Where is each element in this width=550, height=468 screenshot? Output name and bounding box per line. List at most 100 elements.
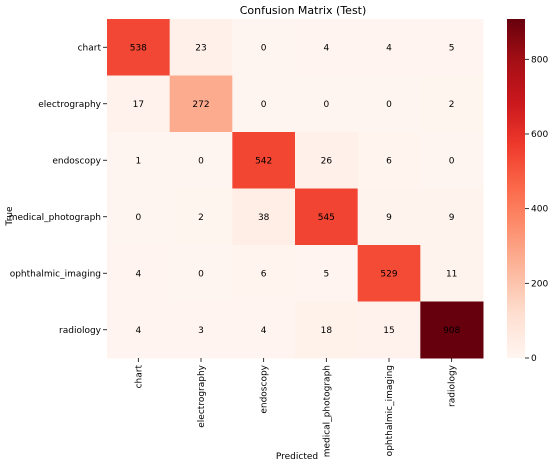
cell-4-5 <box>420 245 484 302</box>
cell-5-1 <box>169 301 233 359</box>
cell-4-4 <box>357 245 421 302</box>
cell-value-3-2: 38 <box>258 213 270 223</box>
cell-value-2-1: 0 <box>198 156 204 166</box>
cell-4-1 <box>169 245 233 302</box>
cell-value-0-0: 538 <box>130 43 147 53</box>
col-label-5: radiology <box>448 364 458 407</box>
cell-value-2-5: 0 <box>449 156 455 166</box>
cell-value-0-4: 4 <box>386 43 392 53</box>
cell-value-3-3: 545 <box>318 213 335 223</box>
cell-value-3-5: 9 <box>449 213 455 223</box>
row-label-5: radiology <box>59 326 102 336</box>
cell-value-1-1: 272 <box>192 100 209 110</box>
cell-0-3 <box>295 19 359 76</box>
column-tick-labels: chart electrography endoscopy medical_photo… <box>134 358 458 457</box>
colorbar <box>507 19 525 358</box>
cell-5-4 <box>357 301 421 359</box>
cell-2-0 <box>107 132 171 189</box>
cell-value-0-5: 5 <box>449 43 455 53</box>
cell-1-4 <box>357 75 421 133</box>
cell-0-5 <box>420 19 484 76</box>
col-label-4: ophthalmic_imaging <box>385 365 395 456</box>
row-label-0: chart <box>78 43 102 53</box>
cell-4-2 <box>232 245 296 302</box>
cell-5-5 <box>420 301 484 359</box>
heatmap-cells <box>107 19 484 359</box>
cell-value-1-0: 17 <box>133 100 144 110</box>
cell-value-0-1: 23 <box>195 43 206 53</box>
cell-value-0-3: 4 <box>323 43 329 53</box>
row-label-2: endoscopy <box>52 156 101 166</box>
cell-3-3 <box>295 188 359 246</box>
cell-value-2-2: 542 <box>255 156 272 166</box>
cell-value-3-0: 0 <box>135 213 141 223</box>
cell-3-0 <box>107 188 171 246</box>
colorbar-tick-label-3: 600 <box>531 130 548 140</box>
col-label-0: chart <box>134 365 144 389</box>
cell-2-2 <box>232 132 296 189</box>
cell-value-2-0: 1 <box>135 156 141 166</box>
colorbar-tick-label-4: 800 <box>531 55 548 65</box>
y-axis-label: True <box>5 206 15 227</box>
cell-1-0 <box>107 75 171 133</box>
cell-value-1-5: 2 <box>449 100 455 110</box>
cell-value-5-1: 3 <box>198 326 204 336</box>
col-label-3: medical_photograph <box>322 365 332 457</box>
cell-0-0 <box>107 19 171 76</box>
cell-value-1-4: 0 <box>386 100 392 110</box>
colorbar-tick-label-1: 200 <box>531 279 548 289</box>
cell-value-1-2: 0 <box>261 100 267 110</box>
cell-value-3-1: 2 <box>198 213 204 223</box>
cell-1-2 <box>232 75 296 133</box>
cell-1-5 <box>420 75 484 133</box>
cell-0-4 <box>357 19 421 76</box>
cell-3-5 <box>420 188 484 246</box>
cell-2-1 <box>169 132 233 189</box>
cell-1-1 <box>169 75 233 133</box>
cell-value-5-4: 15 <box>383 326 394 336</box>
row-label-4: ophthalmic_imaging <box>10 269 101 279</box>
cell-2-3 <box>295 132 359 189</box>
cell-3-2 <box>232 188 296 246</box>
row-tick-labels: chart electrography endoscopy medical_photo… <box>9 43 107 336</box>
cell-2-4 <box>357 132 421 189</box>
cell-0-1 <box>169 19 233 76</box>
cell-1-3 <box>295 75 359 133</box>
colorbar-ticks: 0 200 400 600 800 <box>525 55 548 364</box>
colorbar-tick-label-2: 400 <box>531 205 548 215</box>
cell-value-2-3: 26 <box>321 156 333 166</box>
cell-value-2-4: 6 <box>386 156 392 166</box>
cell-value-4-1: 0 <box>198 269 204 279</box>
cell-value-5-5: 908 <box>443 326 460 336</box>
cell-4-0 <box>107 245 171 302</box>
colorbar-tick-label-0: 0 <box>531 354 537 364</box>
cell-value-5-2: 4 <box>261 326 267 336</box>
cell-value-4-0: 4 <box>135 269 141 279</box>
row-label-3: medical_photograph <box>9 213 101 223</box>
cell-value-5-3: 18 <box>321 326 333 336</box>
cell-0-2 <box>232 19 296 76</box>
cell-5-0 <box>107 301 171 359</box>
cell-3-1 <box>169 188 233 246</box>
cell-5-2 <box>232 301 296 359</box>
cell-3-4 <box>357 188 421 246</box>
cell-value-1-3: 0 <box>323 100 329 110</box>
col-label-1: electrography <box>197 364 207 427</box>
cell-value-4-5: 11 <box>446 269 457 279</box>
cell-value-4-4: 529 <box>380 269 397 279</box>
row-label-1: electrography <box>38 100 101 110</box>
cell-2-5 <box>420 132 484 189</box>
cell-value-4-2: 6 <box>261 269 267 279</box>
cell-5-3 <box>295 301 359 359</box>
cell-value-4-3: 5 <box>323 269 329 279</box>
cell-value-5-0: 4 <box>135 326 141 336</box>
cell-4-3 <box>295 245 359 302</box>
chart-title: Confusion Matrix (Test) <box>240 4 367 17</box>
x-axis-label: Predicted <box>276 452 318 462</box>
cell-value-0-2: 0 <box>261 43 267 53</box>
cell-value-labels: 538 23 0 4 4 5 17 272 0 0 0 2 1 0 542 26 6 0 0 2 38 545 9 9 4 0 6 5… <box>130 43 461 336</box>
cell-value-3-4: 9 <box>386 213 392 223</box>
col-label-2: endoscopy <box>260 364 270 413</box>
